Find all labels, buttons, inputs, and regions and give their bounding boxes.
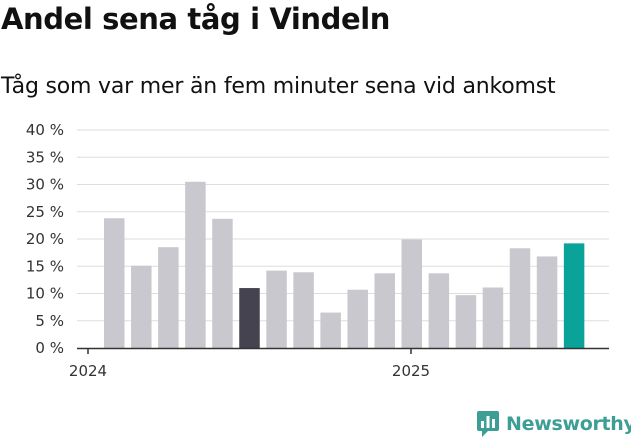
y-tick-label: 0 % xyxy=(35,339,64,357)
bar-chart-badge-icon xyxy=(477,411,499,437)
y-tick-label: 5 % xyxy=(35,312,64,330)
bar-2025-06 xyxy=(563,243,585,348)
y-tick-label: 10 % xyxy=(26,285,64,303)
bar-2024-07 xyxy=(266,270,287,348)
bar-2024-11 xyxy=(374,273,395,348)
bar-2024-10 xyxy=(347,289,368,348)
bar-2025-03 xyxy=(482,287,504,348)
chart-title: Andel sena tåg i Vindeln xyxy=(1,2,391,36)
bar-2025-04 xyxy=(509,248,531,348)
bar-2024-05 xyxy=(212,218,233,348)
y-tick-label: 20 % xyxy=(26,230,64,248)
bar-2024-08 xyxy=(293,272,314,348)
bar-2024-01 xyxy=(104,218,125,348)
bar-2024-12 xyxy=(401,239,423,348)
x-tick-label: 2025 xyxy=(392,362,430,380)
y-tick-label: 30 % xyxy=(26,176,64,194)
y-tick-label: 35 % xyxy=(26,148,64,166)
bar-2024-09 xyxy=(320,312,341,348)
chart-subtitle: Tåg som var mer än fem minuter sena vid … xyxy=(1,74,556,99)
y-tick-label: 40 % xyxy=(26,121,64,139)
bar-2024-04 xyxy=(185,181,206,348)
bar-2024-03 xyxy=(158,247,179,348)
logo-text: Newsworthy xyxy=(506,413,631,435)
bar-2025-01 xyxy=(428,273,450,348)
bar-2025-02 xyxy=(455,295,477,348)
bar-2024-02 xyxy=(131,265,152,348)
x-tick-label: 2024 xyxy=(69,362,107,380)
y-tick-label: 25 % xyxy=(26,203,64,221)
bar-2024-06 xyxy=(239,288,260,348)
newsworthy-logo: Newsworthy xyxy=(476,410,631,438)
bar-2025-05 xyxy=(536,256,558,348)
y-tick-label: 15 % xyxy=(26,257,64,275)
